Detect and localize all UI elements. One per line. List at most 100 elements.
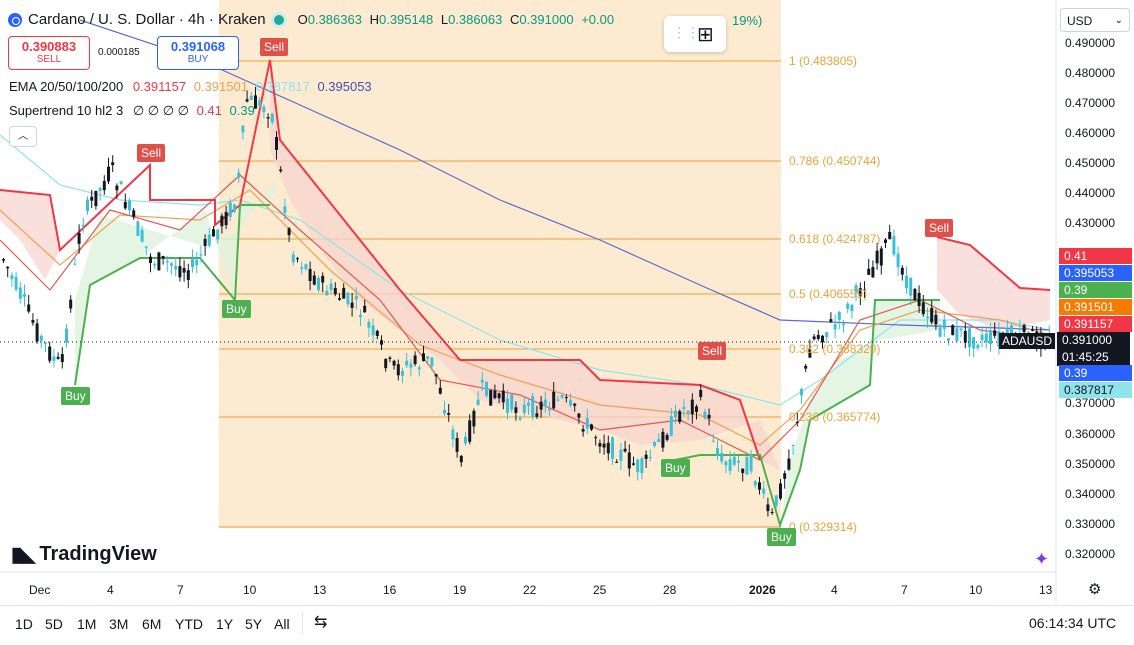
buy-signal: Buy (767, 528, 796, 546)
drag-handle-icon[interactable]: ⋮⋮ (672, 24, 700, 40)
candle (972, 337, 976, 358)
candle (182, 260, 186, 282)
candle (52, 348, 56, 368)
candle (795, 412, 799, 427)
candle (783, 470, 787, 489)
candle (888, 224, 892, 240)
candle (363, 299, 367, 313)
candle (951, 324, 955, 336)
candle (741, 468, 745, 482)
range-ytd[interactable]: YTD (175, 616, 203, 632)
utc-clock[interactable]: 06:14:34 UTC (1029, 615, 1117, 631)
candle (350, 293, 354, 317)
candle (556, 395, 560, 402)
candle (648, 449, 652, 462)
date-range-icon[interactable]: ⇆ (314, 614, 328, 631)
time-tick: 7 (177, 583, 184, 597)
candle (174, 256, 178, 277)
candle (816, 329, 820, 341)
candle (111, 155, 115, 173)
candle (535, 405, 539, 419)
candle (60, 347, 64, 369)
price-tick: 0.460000 (1065, 126, 1116, 140)
candle (942, 314, 946, 338)
candle (577, 412, 581, 424)
candle (632, 456, 635, 466)
time-tick: 13 (1039, 583, 1053, 597)
candle (392, 359, 396, 370)
candle (90, 189, 94, 209)
candle (254, 86, 257, 109)
candle (858, 282, 862, 306)
price-tick: 0.360000 (1065, 427, 1116, 441)
price-tick: 0.490000 (1065, 36, 1116, 50)
candle (77, 224, 81, 254)
buy-signal: Buy (661, 459, 690, 477)
candle (216, 229, 220, 244)
candle (438, 380, 442, 395)
range-1m[interactable]: 1M (77, 616, 97, 632)
candle (10, 272, 14, 287)
candle (959, 328, 963, 338)
candle (283, 198, 287, 221)
candle (598, 439, 602, 454)
candle (18, 281, 22, 304)
range-1d[interactable]: 1D (15, 616, 33, 632)
ema-legend[interactable]: EMA 20/50/100/200 0.391157 0.391501 0.38… (9, 79, 372, 94)
time-tick: 4 (831, 583, 838, 597)
symbol-title[interactable]: Cardano / U. S. Dollar · 4h · Kraken (28, 11, 266, 28)
candle (564, 394, 568, 403)
candle (842, 319, 845, 333)
tradingview-logo[interactable]: ▮◣ TradingView (11, 543, 157, 566)
range-5d[interactable]: 5D (45, 616, 63, 632)
tradingview-mark-icon: ▮◣ (11, 544, 35, 566)
candle (144, 246, 148, 256)
buy-button[interactable]: 0.391068 BUY (157, 36, 239, 70)
candle (825, 331, 829, 344)
sell-button[interactable]: 0.390883 SELL (8, 36, 90, 70)
range-5y[interactable]: 5Y (245, 616, 263, 632)
candle (636, 458, 640, 481)
candle (905, 266, 908, 295)
candle (317, 275, 320, 293)
candle (707, 408, 711, 426)
floating-toolbar: ⋮⋮ ⊞ (664, 16, 726, 52)
candle (375, 329, 379, 340)
candle (497, 392, 501, 404)
candle (136, 219, 140, 236)
candle (115, 183, 119, 199)
magic-sparkle-icon[interactable]: ✦ (1034, 549, 1050, 569)
candle (606, 435, 610, 461)
candle (766, 497, 770, 517)
buy-signal: Buy (222, 300, 251, 318)
candle (539, 396, 543, 418)
ema50-line (0, 189, 1051, 446)
chevron-up-icon[interactable]: ︿ (9, 126, 37, 147)
fib-label: 1 (0.483805) (789, 54, 858, 68)
time-tick: Dec (29, 583, 51, 597)
chart-canvas[interactable] (0, 0, 1134, 605)
change-percent: 19%) (732, 13, 763, 28)
candle (665, 432, 669, 442)
candle (989, 322, 992, 352)
add-compare-icon[interactable]: ⊞ (697, 24, 714, 46)
candle (585, 408, 589, 435)
range-1y[interactable]: 1Y (216, 616, 234, 632)
candle (1031, 326, 1034, 332)
range-all[interactable]: All (274, 616, 290, 632)
candle (749, 449, 753, 475)
range-3m[interactable]: 3M (109, 616, 129, 632)
range-6m[interactable]: 6M (142, 616, 162, 632)
candle (241, 124, 245, 140)
candle (228, 199, 232, 222)
candle (35, 318, 39, 344)
candle (170, 262, 173, 275)
currency-select[interactable]: USD ⌄ (1060, 8, 1130, 32)
candle (800, 387, 803, 405)
price-tick: 0.450000 (1065, 156, 1116, 170)
candle (23, 284, 26, 307)
supertrend-legend[interactable]: Supertrend 10 hl2 3 ∅ ∅ ∅ ∅ 0.41 0.39 (9, 103, 255, 118)
gear-icon[interactable]: ⚙ (1088, 581, 1102, 598)
candle (611, 436, 614, 466)
candle (258, 96, 262, 109)
